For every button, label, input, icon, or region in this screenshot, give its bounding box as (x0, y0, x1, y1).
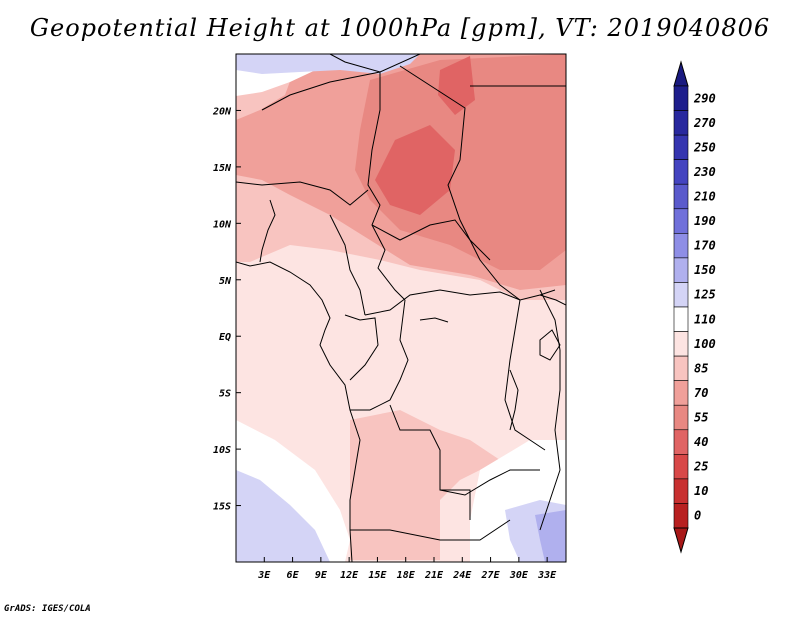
border-benin (259, 199, 276, 263)
border-east (504, 299, 546, 451)
colorbar-label-0: 290 (693, 91, 716, 105)
border-sudan (399, 65, 521, 301)
colorbar-swatch-17 (673, 503, 689, 529)
colorbar-label-5: 190 (694, 214, 716, 228)
map-title: Geopotential Height at 1000hPa [gpm], VT… (29, 14, 771, 42)
colorbar-label-6: 170 (694, 239, 716, 253)
border-north (329, 54, 421, 73)
field-band-125-sw (236, 470, 330, 562)
colorbar-swatch-4 (673, 183, 689, 210)
lon-tick-label-6: 21E (424, 570, 444, 581)
lon-axis: 3E 6E 9E 12E 15E 18E 21E 24E 27E 30E 33E (257, 557, 557, 581)
colorbar-swatch-0 (673, 85, 689, 111)
lon-tick-label-7: 24E (452, 570, 472, 581)
border-angola (389, 404, 471, 520)
colorbar-swatch-10 (673, 331, 689, 357)
colorbar-label-15: 25 (693, 460, 708, 474)
lake-victoria (539, 329, 561, 361)
colorbar-swatch-15 (673, 454, 689, 480)
colorbar-swatch-7 (673, 257, 689, 283)
lake-tanganyika (509, 369, 519, 431)
border-kenya (539, 294, 566, 306)
field-band-55 (355, 54, 566, 270)
colorbar-swatch-13 (673, 404, 689, 431)
colorbar-swatch-1 (673, 110, 689, 136)
colorbar-swatch-14 (673, 429, 689, 455)
colorbar-swatch-16 (673, 478, 689, 504)
lon-tick-label-2: 9E (315, 570, 328, 581)
colorbar-swatch-6 (673, 233, 689, 259)
border-nigeria-north (236, 181, 369, 206)
colorbar-label-10: 100 (694, 337, 716, 351)
height-field (236, 54, 566, 562)
colorbar-label-12: 70 (694, 386, 708, 400)
colorbar-swatch-11 (673, 355, 689, 381)
colorbar-label-11: 85 (694, 361, 708, 375)
lat-tick-label-7: 15S (213, 502, 231, 513)
field-band-85-south (350, 410, 500, 560)
lat-tick-label-4: EQ (219, 332, 231, 343)
lon-tick-label-4: 15E (368, 570, 387, 581)
lat-tick-label-6: 10S (213, 445, 231, 456)
colorbar-label-8: 125 (694, 288, 716, 302)
colorbar-bottom-arrow (673, 527, 689, 554)
colorbar-label-2: 250 (693, 140, 716, 154)
lon-tick-label-0: 3E (257, 570, 271, 581)
lon-tick-label-8: 27E (481, 570, 501, 581)
country-borders (236, 54, 566, 562)
lon-tick-label-5: 18E (397, 570, 416, 581)
border-cameroon (329, 214, 366, 316)
colorbar-label-1: 270 (693, 116, 716, 130)
colorbar-label-16: 10 (694, 484, 708, 498)
colorbar-swatch-5 (673, 208, 689, 234)
field-band-100-center (360, 300, 520, 430)
border-drc-west (350, 299, 409, 411)
field-band-125 (236, 54, 420, 74)
border-chad-west (367, 72, 406, 301)
colorbar-label-14: 40 (694, 435, 708, 449)
colorbar-label-9: 110 (694, 312, 716, 326)
map-frame (235, 53, 567, 563)
border-car-south (364, 289, 556, 316)
colorbar-label-3: 230 (693, 165, 716, 179)
colorbar-swatch-3 (673, 159, 689, 185)
lat-axis: 20N 15N 10N 5N EQ 5S 10S 15S (212, 106, 241, 513)
colorbar-label-4: 210 (693, 190, 716, 204)
colorbar-label-13: 55 (694, 411, 708, 425)
lat-tick-label-3: 5N (219, 276, 232, 287)
colorbar-swatch-9 (673, 306, 689, 332)
colorbar: 2902702502302101901701501251101008570554… (673, 60, 716, 554)
border-namibia (350, 519, 511, 541)
border-zambia (439, 469, 540, 496)
border-niger (261, 71, 381, 111)
field-band-40 (375, 125, 455, 215)
border-congo (344, 314, 379, 381)
lon-tick-label-9: 30E (509, 570, 529, 581)
lon-tick-label-10: 33E (537, 570, 557, 581)
lon-tick-label-3: 12E (340, 570, 359, 581)
border-far-east (539, 289, 561, 531)
colorbar-label-7: 150 (694, 263, 716, 277)
credit-label: GrADS: IGES/COLA (4, 604, 91, 614)
river-congo (419, 317, 449, 323)
field-band-40b (438, 56, 475, 115)
colorbar-label-17: 0 (694, 509, 701, 523)
lat-tick-label-2: 10N (213, 219, 232, 230)
colorbar-top-arrow (673, 60, 689, 87)
colorbar-swatch-2 (673, 134, 689, 160)
border-car-north (371, 219, 491, 261)
coastline-west (236, 261, 361, 562)
colorbar-swatch-12 (673, 380, 689, 406)
lat-tick-label-5: 5S (219, 389, 231, 400)
lon-tick-label-1: 6E (287, 570, 300, 581)
lat-tick-label-1: 15N (213, 163, 232, 174)
lat-tick-label-0: 20N (212, 106, 232, 117)
colorbar-swatch-8 (673, 282, 689, 308)
